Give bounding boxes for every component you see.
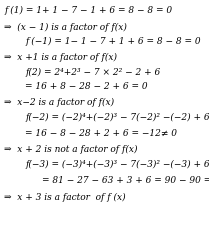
Text: ⇒  x−2 is a factor of f(x): ⇒ x−2 is a factor of f(x) bbox=[4, 98, 114, 107]
Text: f(2) = 2⁴+2³ − 7 × 2² − 2 + 6: f(2) = 2⁴+2³ − 7 × 2² − 2 + 6 bbox=[25, 68, 160, 77]
Text: ⇒  x +1 is a factor of f(x): ⇒ x +1 is a factor of f(x) bbox=[4, 53, 117, 62]
Text: = 81 − 27 − 63 + 3 + 6 = 90 − 90 = 0: = 81 − 27 − 63 + 3 + 6 = 90 − 90 = 0 bbox=[42, 176, 209, 185]
Text: f(−3) = (−3)⁴+(−3)³ − 7(−3)² −(−3) + 6: f(−3) = (−3)⁴+(−3)³ − 7(−3)² −(−3) + 6 bbox=[25, 160, 209, 169]
Text: = 16 − 8 − 28 + 2 + 6 = −12≠ 0: = 16 − 8 − 28 + 2 + 6 = −12≠ 0 bbox=[25, 129, 177, 138]
Text: ⇒  x + 3 is a factor  of f (x): ⇒ x + 3 is a factor of f (x) bbox=[4, 193, 126, 202]
Text: f (−1) = 1− 1 − 7 + 1 + 6 = 8 − 8 = 0: f (−1) = 1− 1 − 7 + 1 + 6 = 8 − 8 = 0 bbox=[25, 37, 201, 47]
Text: = 16 + 8 − 28 − 2 + 6 = 0: = 16 + 8 − 28 − 2 + 6 = 0 bbox=[25, 82, 148, 91]
Text: ⇒  x + 2 is not a factor of f(x): ⇒ x + 2 is not a factor of f(x) bbox=[4, 145, 138, 154]
Text: f(−2) = (−2)⁴+(−2)³ − 7(−2)² −(−2) + 6: f(−2) = (−2)⁴+(−2)³ − 7(−2)² −(−2) + 6 bbox=[25, 113, 209, 122]
Text: ⇒  (x − 1) is a factor of f(x): ⇒ (x − 1) is a factor of f(x) bbox=[4, 23, 127, 32]
Text: f (1) = 1+ 1 − 7 − 1 + 6 = 8 − 8 = 0: f (1) = 1+ 1 − 7 − 1 + 6 = 8 − 8 = 0 bbox=[4, 6, 172, 15]
